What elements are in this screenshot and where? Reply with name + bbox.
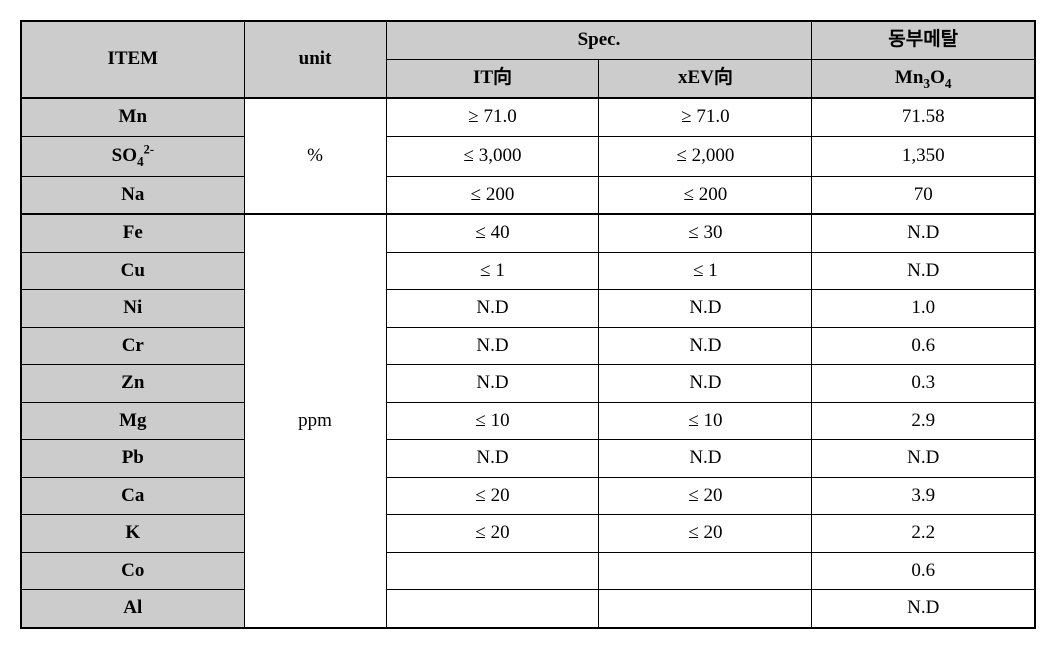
item-cell: SO42- xyxy=(21,136,244,176)
table-row: Ni N.D N.D 1.0 xyxy=(21,290,1035,328)
table-row: K ≤ 20 ≤ 20 2.2 xyxy=(21,515,1035,553)
item-cell: Pb xyxy=(21,440,244,478)
result-cell: 1,350 xyxy=(812,136,1035,176)
spec-it-cell: N.D xyxy=(386,327,599,365)
result-cell: 0.6 xyxy=(812,327,1035,365)
spec-it-cell: ≤ 40 xyxy=(386,214,599,252)
table-row: Pb N.D N.D N.D xyxy=(21,440,1035,478)
item-cell: Cr xyxy=(21,327,244,365)
spec-it-cell: ≤ 20 xyxy=(386,477,599,515)
spec-table-container: ITEM unit Spec. 동부메탈 IT向 xEV向 Mn3O4 Mn %… xyxy=(20,20,1036,629)
item-cell: Mn xyxy=(21,98,244,136)
spec-xev-cell: ≥ 71.0 xyxy=(599,98,812,136)
result-cell: 1.0 xyxy=(812,290,1035,328)
col-header-unit: unit xyxy=(244,21,386,98)
table-row: Mg ≤ 10 ≤ 10 2.9 xyxy=(21,402,1035,440)
so4-formula: SO42- xyxy=(112,145,154,166)
spec-it-cell: ≥ 71.0 xyxy=(386,98,599,136)
table-row: Mn % ≥ 71.0 ≥ 71.0 71.58 xyxy=(21,98,1035,136)
result-cell: N.D xyxy=(812,214,1035,252)
col-header-product: Mn3O4 xyxy=(812,59,1035,98)
table-row: Al N.D xyxy=(21,590,1035,628)
item-cell: Ni xyxy=(21,290,244,328)
col-header-spec-xev: xEV向 xyxy=(599,59,812,98)
result-cell: N.D xyxy=(812,252,1035,290)
table-row: SO42- ≤ 3,000 ≤ 2,000 1,350 xyxy=(21,136,1035,176)
result-cell: N.D xyxy=(812,440,1035,478)
product-formula: Mn3O4 xyxy=(895,67,952,88)
table-row: Cu ≤ 1 ≤ 1 N.D xyxy=(21,252,1035,290)
spec-table: ITEM unit Spec. 동부메탈 IT向 xEV向 Mn3O4 Mn %… xyxy=(20,20,1036,629)
item-cell: Mg xyxy=(21,402,244,440)
spec-xev-cell: N.D xyxy=(599,290,812,328)
spec-it-cell: N.D xyxy=(386,440,599,478)
item-cell: Zn xyxy=(21,365,244,403)
spec-it-cell: ≤ 10 xyxy=(386,402,599,440)
spec-it-cell: ≤ 20 xyxy=(386,515,599,553)
col-header-spec: Spec. xyxy=(386,21,812,59)
spec-xev-cell: N.D xyxy=(599,327,812,365)
spec-xev-cell: ≤ 10 xyxy=(599,402,812,440)
item-cell: Cu xyxy=(21,252,244,290)
spec-xev-cell: N.D xyxy=(599,440,812,478)
spec-xev-cell: ≤ 2,000 xyxy=(599,136,812,176)
table-row: Fe ppm ≤ 40 ≤ 30 N.D xyxy=(21,214,1035,252)
table-row: Na ≤ 200 ≤ 200 70 xyxy=(21,176,1035,214)
spec-xev-cell: ≤ 20 xyxy=(599,515,812,553)
header-row-1: ITEM unit Spec. 동부메탈 xyxy=(21,21,1035,59)
spec-it-cell: ≤ 200 xyxy=(386,176,599,214)
unit-cell-ppm: ppm xyxy=(244,214,386,628)
item-cell: Fe xyxy=(21,214,244,252)
table-row: Zn N.D N.D 0.3 xyxy=(21,365,1035,403)
item-cell: K xyxy=(21,515,244,553)
unit-cell-percent: % xyxy=(244,98,386,214)
item-cell: Ca xyxy=(21,477,244,515)
result-cell: 0.3 xyxy=(812,365,1035,403)
spec-xev-cell: ≤ 30 xyxy=(599,214,812,252)
spec-xev-cell: N.D xyxy=(599,365,812,403)
col-header-item: ITEM xyxy=(21,21,244,98)
table-row: Cr N.D N.D 0.6 xyxy=(21,327,1035,365)
result-cell: 71.58 xyxy=(812,98,1035,136)
spec-it-cell: N.D xyxy=(386,290,599,328)
result-cell: 2.2 xyxy=(812,515,1035,553)
result-cell: 2.9 xyxy=(812,402,1035,440)
result-cell: 3.9 xyxy=(812,477,1035,515)
spec-xev-cell: ≤ 1 xyxy=(599,252,812,290)
item-cell: Na xyxy=(21,176,244,214)
spec-it-cell xyxy=(386,590,599,628)
spec-it-cell: N.D xyxy=(386,365,599,403)
item-cell: Al xyxy=(21,590,244,628)
table-body: Mn % ≥ 71.0 ≥ 71.0 71.58 SO42- ≤ 3,000 ≤… xyxy=(21,98,1035,628)
col-header-company: 동부메탈 xyxy=(812,21,1035,59)
spec-it-cell: ≤ 1 xyxy=(386,252,599,290)
spec-xev-cell: ≤ 200 xyxy=(599,176,812,214)
spec-xev-cell xyxy=(599,590,812,628)
result-cell: 70 xyxy=(812,176,1035,214)
spec-it-cell: ≤ 3,000 xyxy=(386,136,599,176)
col-header-spec-it: IT向 xyxy=(386,59,599,98)
result-cell: N.D xyxy=(812,590,1035,628)
spec-xev-cell: ≤ 20 xyxy=(599,477,812,515)
table-row: Ca ≤ 20 ≤ 20 3.9 xyxy=(21,477,1035,515)
